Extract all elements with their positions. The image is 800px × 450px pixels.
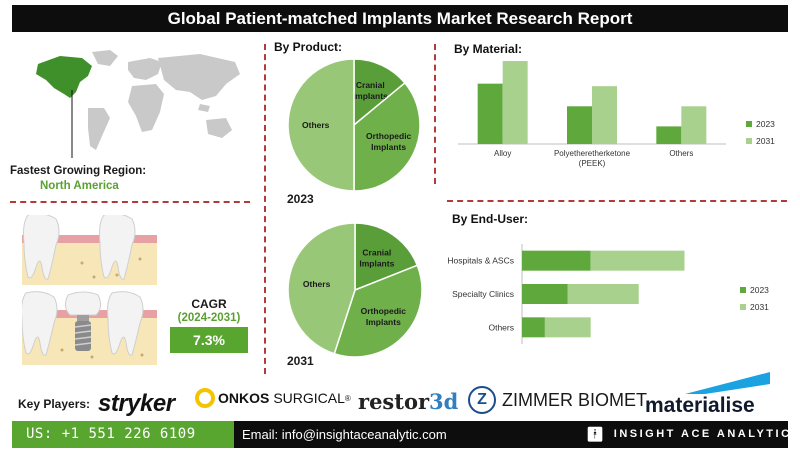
pie-label-others: Others: [303, 279, 331, 289]
material-bar-others-2031: [681, 106, 707, 144]
divider-left: [264, 44, 266, 374]
restor-3d-text: 3d: [429, 389, 459, 414]
page-title: Global Patient-matched Implants Market R…: [12, 5, 788, 32]
divider-right: [434, 44, 436, 184]
material-bar-alloy-2023: [477, 83, 503, 144]
footer-phone: US: +1 551 226 6109: [12, 421, 234, 448]
material-tick-alloy: Alloy: [494, 149, 511, 158]
product-pie-2023: Cranial Implants Orthopedic Implants Others: [287, 58, 421, 192]
materialise-logo: materialise: [645, 370, 770, 417]
greenland-shape: [92, 50, 118, 66]
enduser-bar-others-2023: [522, 317, 545, 338]
tooth-left-shape: [23, 215, 60, 280]
implant-abutment-shape: [77, 315, 89, 321]
person-icon: 🚹︎: [586, 426, 604, 442]
material-bar-polyetheretherketone-peek-2031: [592, 86, 617, 144]
product-section-title: By Product:: [274, 40, 343, 54]
restor3d-logo: restor3d: [358, 389, 458, 414]
zimmer-biomet-text: ZIMMER BIOMET: [502, 389, 647, 410]
pie-slice-orthopedic-implants: [353, 81, 421, 192]
pie-slice-orthopedic-implants: [333, 264, 423, 358]
onkos-ring-icon: [195, 388, 215, 408]
world-map: [36, 50, 240, 158]
material-tick-polyetheretherketone-peek: Polyetheretherketone (PEEK): [554, 149, 631, 168]
key-players-label: Key Players:: [18, 397, 91, 411]
enduser-bar-hospitals-ascs-2031: [590, 250, 685, 271]
material-bar-polyetheretherketone-peek-2023: [567, 106, 592, 144]
tooth-bottom-left-shape: [22, 291, 58, 356]
footer-email: Email: info@insightaceanalytic.com: [234, 421, 788, 448]
north-america-shape: [36, 56, 92, 98]
enduser-bar-chart: Hospitals & ASCs Specialty Clinics Others 2…: [447, 244, 769, 344]
onkos-logo-mark: ®: [344, 393, 351, 403]
pie-year-2031: 2031: [287, 354, 314, 368]
enduser-legend-swatch-2031: [740, 304, 746, 310]
enduser-section-title: By End-User:: [452, 212, 529, 226]
south-america-shape: [88, 108, 110, 150]
materialise-text: materialise: [645, 394, 755, 417]
enduser-legend-2031: 2031: [750, 302, 769, 312]
footer-brand: 🚹︎ INSIGHT ACE ANALYTIC: [586, 421, 792, 448]
cagr-value: 7.3%: [170, 327, 248, 353]
enduser-tick-others: Others: [488, 322, 514, 332]
product-pie-2031: Cranial Implants Orthopedic Implants Others: [287, 222, 423, 358]
onkos-logo-bold: ONKOS: [218, 390, 270, 406]
material-legend-2031: 2031: [756, 136, 775, 146]
pie-label-others: Others: [302, 120, 330, 130]
divider-material: [447, 200, 787, 202]
region-value: North America: [40, 180, 119, 192]
material-bar-alloy-2031: [502, 61, 528, 144]
footer-brand-text: INSIGHT ACE ANALYTIC: [613, 428, 792, 440]
europe-shape: [128, 58, 162, 80]
pie-label-orthopedic-implants: Orthopedic Implants: [361, 306, 407, 327]
pie-year-2023: 2023: [287, 192, 314, 206]
enduser-bar-specialty-clinics-2023: [522, 284, 568, 304]
divider-region: [10, 201, 250, 203]
material-legend-2023: 2023: [756, 119, 775, 129]
cagr-label: CAGR: [191, 297, 227, 311]
stryker-logo: stryker: [98, 390, 175, 417]
enduser-bar-hospitals-ascs-2023: [522, 250, 591, 271]
enduser-bar-specialty-clinics-2031: [567, 284, 639, 304]
material-bar-chart: Alloy Polyetheretherketone (PEEK) Others 202…: [458, 61, 775, 168]
restor-text: restor: [358, 389, 430, 414]
australia-shape: [206, 118, 232, 138]
pie-label-cranial-implants: Cranial Implants: [359, 247, 394, 268]
material-section-title: By Material:: [454, 42, 523, 56]
region-label: Fastest Growing Region:: [10, 165, 147, 177]
zimmer-z-icon: Z: [468, 386, 496, 414]
enduser-tick-specialty-clinics: Specialty Clinics: [452, 289, 514, 299]
materialise-wave-icon: [685, 372, 770, 394]
pie-label-cranial-implants: Cranial Implants: [353, 80, 388, 101]
tooth-right-shape: [99, 215, 136, 280]
material-tick-others: Others: [669, 149, 693, 158]
tooth-bottom-right-shape: [107, 291, 144, 356]
enduser-legend-swatch-2023: [740, 287, 746, 293]
enduser-legend-2023: 2023: [750, 285, 769, 295]
pie-slice-cranial-implants: [354, 222, 419, 292]
dental-implant-illustration: [22, 215, 157, 365]
material-legend-swatch-2031: [746, 138, 752, 144]
pie-slice-others: [287, 222, 356, 355]
material-legend-swatch-2023: [746, 121, 752, 127]
se-asia-shape: [198, 104, 210, 112]
onkos-logo-rest: SURGICAL: [273, 390, 345, 406]
zimmer-biomet-logo: Z ZIMMER BIOMET: [468, 386, 647, 414]
material-bar-others-2023: [656, 126, 682, 144]
pie-label-orthopedic-implants: Orthopedic Implants: [366, 131, 412, 152]
pie-slice-cranial-implants: [353, 58, 406, 127]
onkos-surgical-logo: ONKOS SURGICAL ®: [195, 388, 351, 408]
africa-shape: [128, 84, 164, 132]
pie-slice-others: [287, 58, 355, 192]
enduser-bar-others-2031: [544, 317, 591, 338]
enduser-tick-hospitals-ascs: Hospitals & ASCs: [447, 256, 514, 266]
crown-shape: [64, 291, 102, 316]
asia-shape: [158, 54, 240, 100]
cagr-period: (2024-2031): [177, 312, 241, 324]
